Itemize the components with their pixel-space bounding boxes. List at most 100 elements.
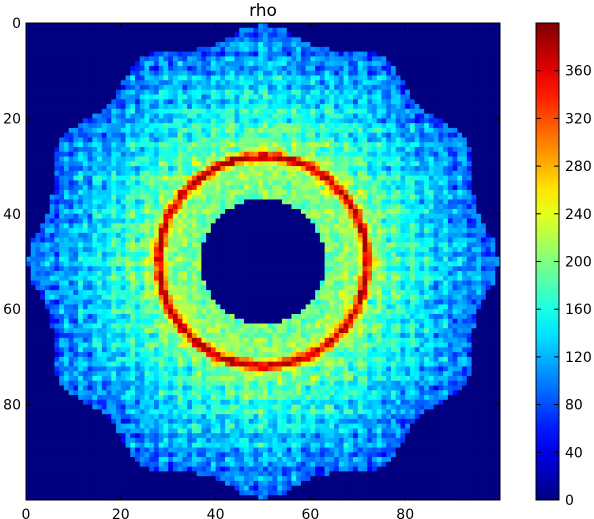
heatmap-cell	[424, 118, 430, 124]
heatmap-cell	[144, 113, 150, 119]
heatmap-cell	[443, 61, 449, 67]
heatmap-cell	[305, 175, 311, 181]
heatmap-cells	[26, 23, 501, 501]
heatmap-cell	[172, 223, 179, 229]
heatmap-cell	[40, 199, 46, 205]
heatmap-cell	[49, 108, 55, 114]
heatmap-cell	[272, 247, 278, 253]
heatmap-cell	[101, 147, 107, 153]
heatmap-cell	[92, 228, 98, 234]
heatmap-cell	[386, 170, 392, 176]
heatmap-cell	[35, 151, 41, 157]
heatmap-cell	[329, 199, 335, 205]
heatmap-cell	[367, 27, 373, 33]
heatmap-cell	[163, 156, 169, 162]
heatmap-cell	[452, 118, 458, 124]
heatmap-cell	[334, 228, 340, 234]
heatmap-cell	[433, 99, 439, 105]
heatmap-cell	[324, 104, 330, 110]
heatmap-cell	[386, 185, 392, 191]
heatmap-cell	[210, 27, 216, 33]
heatmap-cell	[381, 99, 387, 105]
heatmap-cell	[372, 123, 378, 129]
heatmap-cell	[381, 137, 387, 143]
heatmap-cell	[111, 85, 117, 91]
heatmap-cell	[466, 65, 472, 72]
heatmap-cell	[348, 242, 354, 248]
heatmap-cell	[139, 37, 145, 43]
heatmap-cell	[414, 156, 420, 162]
heatmap-cell	[258, 166, 264, 172]
heatmap-cell	[239, 32, 245, 38]
heatmap-cell	[30, 156, 36, 162]
heatmap-cell	[405, 42, 411, 48]
heatmap-cell	[495, 61, 501, 67]
heatmap-cell	[433, 180, 439, 186]
heatmap-cell	[277, 42, 283, 48]
heatmap-cell	[191, 170, 197, 176]
heatmap-cell	[405, 194, 411, 200]
heatmap-cell	[319, 94, 325, 100]
heatmap-cell	[343, 46, 349, 52]
heatmap-cell	[172, 61, 179, 67]
heatmap-cell	[372, 156, 378, 162]
heatmap-cell	[87, 80, 93, 86]
heatmap-cell	[68, 213, 74, 219]
heatmap-cell	[182, 37, 188, 43]
heatmap-cell	[130, 142, 136, 148]
heatmap-cell	[310, 180, 316, 186]
heatmap-cell	[315, 123, 321, 129]
heatmap-cell	[78, 85, 84, 91]
heatmap-cell	[272, 80, 278, 86]
heatmap-cell	[40, 147, 46, 153]
heatmap-cell	[130, 251, 136, 258]
heatmap-cell	[428, 180, 434, 186]
heatmap-cell	[68, 137, 74, 143]
heatmap-cell	[419, 94, 425, 100]
heatmap-cell	[153, 223, 160, 229]
heatmap-cell	[281, 142, 288, 148]
heatmap-cell	[471, 166, 477, 172]
heatmap-cell	[101, 89, 107, 95]
heatmap-cell	[206, 166, 212, 172]
heatmap-cell	[267, 256, 273, 262]
heatmap-cell	[495, 127, 501, 134]
heatmap-cell	[466, 209, 472, 215]
heatmap-cell	[348, 247, 354, 253]
heatmap-cell	[372, 118, 378, 124]
heatmap-cell	[229, 161, 235, 167]
heatmap-cell	[244, 37, 250, 43]
heatmap-cell	[253, 189, 259, 196]
heatmap-cell	[338, 237, 344, 243]
heatmap-cell	[49, 123, 55, 129]
heatmap-cell	[447, 232, 453, 238]
heatmap-cell	[40, 94, 46, 100]
heatmap-cell	[405, 46, 411, 52]
heatmap-cell	[291, 175, 297, 181]
heatmap-cell	[120, 151, 126, 157]
heatmap-cell	[234, 251, 240, 258]
heatmap-cell	[168, 51, 174, 57]
heatmap-cell	[144, 232, 150, 238]
heatmap-cell	[343, 85, 349, 91]
heatmap-cell	[215, 242, 221, 248]
heatmap-cell	[329, 46, 335, 52]
heatmap-cell	[372, 199, 378, 205]
heatmap-cell	[68, 228, 74, 234]
heatmap-cell	[44, 137, 51, 143]
heatmap-cell	[135, 75, 141, 81]
heatmap-cell	[462, 80, 468, 86]
heatmap-cell	[87, 65, 93, 72]
heatmap-cell	[153, 94, 160, 100]
heatmap-cell	[315, 170, 321, 176]
heatmap-cell	[177, 104, 183, 110]
heatmap-cell	[452, 142, 458, 148]
heatmap-cell	[125, 80, 131, 86]
heatmap-cell	[87, 32, 93, 38]
heatmap-cell	[82, 156, 88, 162]
heatmap-cell	[59, 123, 65, 129]
heatmap-cell	[35, 42, 41, 48]
heatmap-cell	[277, 46, 283, 52]
heatmap-cell	[409, 156, 416, 162]
heatmap-cell	[447, 209, 453, 215]
